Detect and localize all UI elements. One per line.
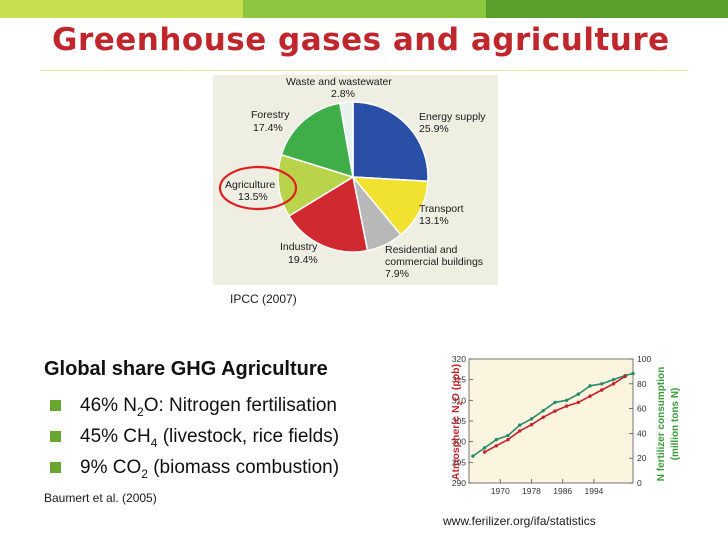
pie-slice-energy-supply: [352, 101, 429, 183]
point-fertilizer: [494, 444, 499, 448]
y2-tick-label: 100: [637, 354, 651, 364]
point-n2o: [482, 446, 487, 450]
slide-title: Greenhouse gases and agriculture: [52, 22, 670, 58]
y-axis-label-n2o: Atmospheric N2O (ppb): [450, 364, 464, 480]
pie-slice-agriculture: [277, 153, 355, 218]
value-residential: 7.9%: [385, 268, 409, 280]
point-fertilizer: [482, 450, 487, 454]
point-fertilizer: [600, 388, 604, 392]
top-bar-segment-dark: [486, 0, 728, 18]
point-fertilizer: [553, 409, 557, 413]
label-energy: Energy supply: [419, 111, 486, 123]
top-decor-bar: [0, 0, 728, 18]
point-fertilizer: [588, 394, 592, 398]
y-tick-label: 310: [452, 395, 466, 405]
y-tick-label: 315: [452, 375, 466, 385]
y2-tick-label: 60: [637, 404, 647, 414]
title-divider: [40, 70, 688, 71]
pie-slice-transport: [351, 176, 429, 236]
label-residential-2: commercial buildings: [385, 256, 483, 268]
point-n2o: [494, 437, 499, 442]
top-bar-segment-light: [0, 0, 243, 18]
point-fertilizer: [611, 382, 616, 386]
chart-series: [471, 371, 635, 458]
label-industry: Industry: [280, 241, 318, 253]
pie-source: IPCC (2007): [230, 292, 297, 306]
point-n2o: [529, 417, 534, 421]
y-tick-label: 295: [452, 457, 466, 467]
value-forestry: 17.4%: [253, 122, 283, 134]
point-fertilizer: [564, 404, 569, 408]
label-residential: Residential and: [385, 244, 458, 256]
value-industry: 19.4%: [288, 254, 318, 266]
agriculture-highlight-circle: [218, 165, 298, 211]
value-energy: 25.9%: [419, 123, 449, 135]
y2-tick-label: 0: [637, 478, 642, 488]
y2-tick-label: 20: [637, 453, 647, 463]
bullet-square-icon: [50, 462, 61, 473]
bullet-ch4: 45% CH4 (livestock, rice fields): [46, 421, 339, 452]
n2o-fertilizer-chart: 290 295 300 305 310 315 320 0 20 40 60 80 100 1970 197…: [450, 354, 681, 496]
bullet-square-icon: [50, 400, 61, 411]
y-tick-label: 300: [452, 437, 466, 447]
chart-axes: 290 295 300 305 310 315 320 0 20 40 60 80 100 1970 197…: [452, 354, 652, 496]
point-n2o: [541, 408, 545, 413]
value-agriculture: 13.5%: [238, 191, 268, 203]
pie-slice-industry: [287, 175, 369, 253]
point-n2o: [588, 384, 592, 388]
point-fertilizer: [541, 415, 545, 419]
agri-source: Baumert et al. (2005): [44, 491, 157, 505]
point-fertilizer: [576, 400, 581, 405]
point-n2o: [506, 433, 510, 438]
y-tick-label: 305: [452, 416, 466, 426]
point-fertilizer: [518, 429, 522, 433]
ghg-pie-chart: Waste and wastewater 2.8% Energy supply …: [218, 76, 486, 280]
point-n2o: [518, 423, 522, 427]
y2-axis-label-line2: (million tons N): [670, 388, 681, 461]
value-waste: 2.8%: [331, 88, 355, 100]
label-transport: Transport: [419, 203, 464, 215]
x-tick-label: 1978: [522, 486, 541, 496]
agri-heading: Global share GHG Agriculture: [44, 358, 328, 380]
x-tick-label: 1986: [553, 486, 572, 496]
label-forestry: Forestry: [251, 109, 290, 121]
point-n2o: [471, 454, 475, 458]
pie-slices: [277, 101, 429, 253]
point-fertilizer: [529, 423, 534, 427]
ghg-pie-panel: Waste and wastewater 2.8% Energy supply …: [213, 75, 498, 285]
point-n2o: [553, 400, 557, 405]
chart-source: www.ferilizer.org/ifa/statistics: [443, 514, 596, 528]
bullet-co2: 9% CO2 (biomass combustion): [46, 452, 339, 483]
point-n2o: [600, 382, 604, 386]
point-fertilizer: [623, 374, 627, 379]
x-tick-label: 1970: [491, 486, 510, 496]
top-bar-segment-mid: [243, 0, 486, 18]
label-waste: Waste and wastewater: [286, 76, 392, 88]
chart-plot-bg: [469, 359, 633, 483]
point-n2o: [631, 371, 635, 376]
pie-slice-waste-and-wastewater: [339, 101, 354, 178]
y2-tick-label: 80: [637, 379, 647, 389]
label-agriculture: Agriculture: [225, 179, 275, 191]
x-tick-label: 1994: [584, 486, 603, 496]
point-n2o: [564, 398, 569, 403]
y2-axis-label-line1: N fertilizer consumption: [656, 367, 667, 481]
pie-slice-forestry: [280, 102, 354, 179]
point-n2o: [611, 377, 616, 382]
point-n2o: [576, 392, 581, 396]
y-tick-label: 290: [452, 478, 466, 488]
agri-bullet-list: 46% N2O: Nitrogen fertilisation 45% CH4 …: [46, 390, 339, 483]
y2-tick-label: 40: [637, 428, 647, 438]
bullet-square-icon: [50, 431, 61, 442]
y-tick-label: 320: [452, 354, 466, 364]
bullet-n2o: 46% N2O: Nitrogen fertilisation: [46, 390, 339, 421]
value-transport: 13.1%: [419, 215, 449, 227]
point-fertilizer: [506, 437, 510, 442]
